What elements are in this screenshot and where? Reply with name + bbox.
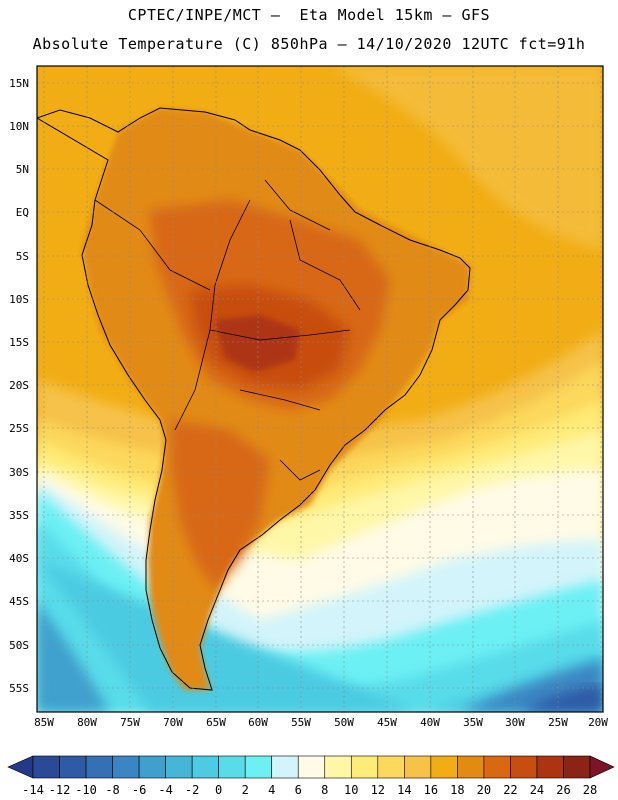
colorbar-segment	[350, 755, 379, 779]
colorbar-tick-label: -12	[48, 783, 71, 797]
colorbar-tick-label: 24	[529, 783, 545, 797]
colorbar-tick-label: 26	[556, 783, 571, 797]
lon-label: 25W	[548, 716, 568, 729]
lat-label: 10S	[9, 293, 29, 306]
colorbar-tick-label: -14	[22, 783, 44, 797]
colorbar-segment	[85, 755, 113, 779]
lat-label: 30S	[9, 466, 29, 479]
colorbar-segment	[483, 755, 511, 779]
colorbar-tick-label: -6	[131, 783, 147, 797]
graticule	[37, 66, 603, 712]
lat-label: 5S	[15, 250, 29, 263]
lon-label: 35W	[463, 716, 483, 729]
lat-label: EQ	[15, 206, 29, 219]
colorbar-segment	[536, 755, 564, 779]
colorbar-over-arrow	[589, 755, 615, 779]
colorbar-tick-label: 20	[476, 783, 492, 797]
colorbar-segment	[112, 755, 140, 779]
lat-label: 40S	[9, 552, 29, 565]
lat-label: 55S	[9, 682, 29, 695]
colorbar-tick-label: 10	[344, 783, 359, 797]
colorbar-tick-label: 8	[321, 783, 329, 797]
colorbar-tick-label: -2	[184, 783, 200, 797]
colorbar-tick-label: -4	[158, 783, 173, 797]
colorbar-tick-label: 2	[241, 783, 249, 797]
colorbar-segment	[218, 755, 246, 779]
colorbar-segment	[138, 755, 166, 779]
lat-label: 5N	[15, 163, 29, 176]
colorbar	[7, 755, 615, 779]
country-borders	[94, 179, 361, 481]
band-minus12	[520, 685, 603, 712]
lon-label: 40W	[420, 716, 440, 729]
colorbar-tick-label: -10	[75, 783, 97, 797]
lon-label: 55W	[291, 716, 311, 729]
colorbar-segment	[430, 755, 458, 779]
map-title: CPTEC/INPE/MCT – Eta Model 15km – GFS	[127, 6, 491, 24]
colorbar-segment	[510, 755, 538, 779]
atlantic-warm-band	[330, 66, 603, 250]
lon-label: 75W	[120, 716, 140, 729]
lon-label: 65W	[206, 716, 226, 729]
colorbar-segment	[404, 755, 432, 779]
colorbar-tick-label: 12	[370, 783, 386, 797]
colorbar-segment	[297, 755, 326, 779]
lon-label: 85W	[34, 716, 54, 729]
colorbar-segment	[191, 755, 219, 779]
colorbar-tick-label: 28	[582, 783, 598, 797]
colorbar-tick-label: 4	[268, 783, 276, 797]
lat-label: 10N	[9, 120, 29, 133]
band-2	[37, 520, 603, 712]
colorbar-tick-label: 6	[294, 783, 302, 797]
band-minus4	[37, 600, 110, 712]
colorbar-tick-label: 14	[397, 783, 412, 797]
lat-label: 35S	[9, 509, 29, 522]
lon-label: 45W	[377, 716, 397, 729]
colorbar-tick-label: 22	[503, 783, 518, 797]
coastline	[37, 107, 471, 691]
lon-label: 60W	[248, 716, 268, 729]
map-subtitle: Absolute Temperature (C) 850hPa – 14/10/…	[32, 35, 586, 53]
colorbar-segment	[244, 755, 273, 779]
lon-label: 80W	[77, 716, 97, 729]
lat-label: 45S	[9, 595, 29, 608]
hottest-core	[215, 315, 300, 372]
colorbar-segment	[457, 755, 485, 779]
map-frame	[36, 65, 604, 713]
colorbar-tick-label: 18	[450, 783, 465, 797]
lon-label: 50W	[334, 716, 354, 729]
colorbar-segment	[165, 755, 193, 779]
lat-label: 15S	[9, 336, 29, 349]
lat-label: 25S	[9, 422, 29, 435]
colorbar-segment	[271, 755, 299, 779]
lon-label: 30W	[505, 716, 525, 729]
colorbar-tick-label: 16	[423, 783, 439, 797]
colorbar-tick-label: 0	[215, 783, 223, 797]
lat-label: 20S	[9, 379, 29, 392]
lon-label: 20W	[588, 716, 608, 729]
lon-label: 70W	[163, 716, 183, 729]
colorbar-segment	[377, 755, 405, 779]
colorbar-segment	[563, 755, 591, 779]
colorbar-segment	[32, 755, 60, 779]
colorbar-segment	[59, 755, 87, 779]
argentina-warm	[170, 420, 270, 590]
lat-label: 15N	[9, 77, 29, 90]
colorbar-under-arrow	[7, 755, 34, 779]
lat-label: 50S	[9, 639, 29, 652]
colorbar-tick-label: -8	[105, 783, 120, 797]
colorbar-segment	[324, 755, 352, 779]
